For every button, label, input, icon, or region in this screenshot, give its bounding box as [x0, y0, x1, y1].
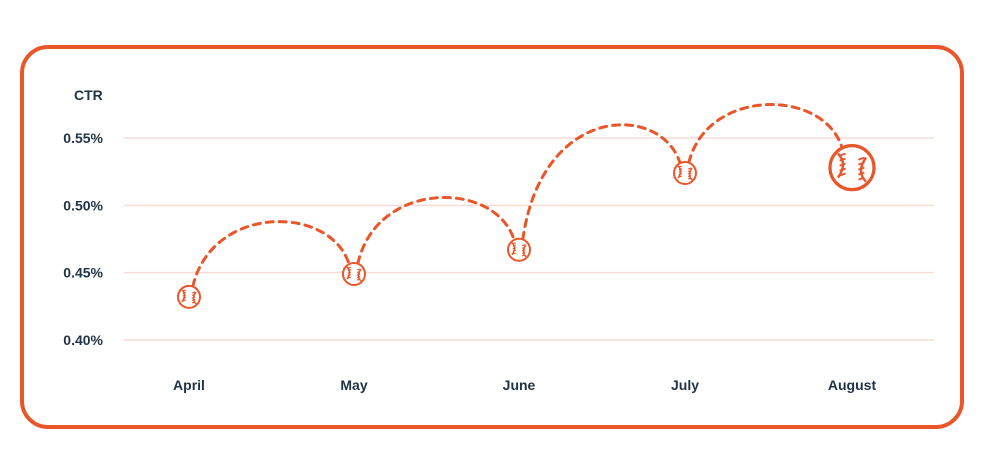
baseball-stitch	[678, 165, 682, 168]
bounce-arc	[521, 123, 682, 241]
bounce-arc	[687, 103, 844, 165]
baseball-stitch	[192, 301, 196, 304]
baseball-stitch	[678, 172, 682, 176]
baseball-icon	[673, 161, 697, 186]
baseball-stitch	[182, 296, 186, 299]
baseball-stitch	[357, 270, 361, 274]
baseball-stitch	[522, 246, 526, 249]
baseball-stitch	[858, 171, 865, 176]
baseball-icon	[342, 262, 366, 287]
baseball-stitch	[182, 289, 186, 292]
baseball-stitch	[512, 247, 516, 250]
baseball-icon	[828, 144, 876, 192]
baseball-stitch	[192, 298, 196, 301]
baseball-outline	[828, 144, 876, 192]
baseball-stitch	[839, 172, 846, 177]
baseball-stitch	[512, 252, 516, 255]
baseball-seam	[859, 156, 867, 183]
baseball-stitch	[182, 291, 186, 294]
baseball-stitch	[522, 251, 526, 254]
baseball-stitch	[678, 167, 682, 171]
baseball-stitch	[858, 156, 865, 161]
baseball-stitch	[347, 271, 351, 274]
baseball-outline	[673, 161, 697, 186]
baseball-stitch	[347, 266, 351, 269]
baseball-stitch	[688, 172, 692, 175]
baseball-outline	[507, 237, 531, 262]
gridlines	[124, 137, 934, 341]
y-tick-label: 0.40%	[63, 332, 103, 348]
baseball-stitch	[192, 291, 196, 294]
baseball-seam	[357, 268, 362, 282]
bounce-arc	[356, 195, 516, 266]
baseball-stitch	[192, 293, 196, 296]
baseball-icon	[177, 284, 201, 309]
x-tick-label: June	[503, 377, 536, 393]
baseball-stitch	[357, 268, 361, 271]
baseball-stitch	[182, 294, 186, 297]
bounce-arcs	[191, 103, 844, 288]
baseball-stitch	[347, 273, 351, 277]
y-tick-label: 0.50%	[63, 197, 103, 213]
baseball-stitch	[522, 249, 526, 252]
y-axis-ticks: 0.40% 0.45% 0.50% 0.55%	[63, 130, 103, 348]
baseball-outline	[177, 284, 201, 309]
baseball-stitch	[522, 254, 526, 257]
baseball-stitch	[347, 276, 351, 279]
baseball-seam	[192, 291, 197, 305]
x-axis-labels: April May June July August	[173, 377, 876, 393]
chart-frame	[20, 45, 964, 429]
x-tick-label: May	[340, 377, 367, 393]
baseball-stitch	[678, 170, 682, 173]
baseball-stitch	[839, 157, 846, 162]
y-axis-title: CTR	[74, 87, 103, 103]
baseball-stitch	[357, 275, 361, 279]
baseball-stitch	[357, 278, 361, 281]
baseball-stitch	[858, 166, 865, 171]
baseball-stitch	[347, 268, 351, 272]
baseball-stitch	[858, 176, 865, 181]
baseball-stitch	[688, 177, 692, 180]
baseball-stitch	[858, 161, 865, 166]
baseball-stitch	[512, 244, 516, 247]
y-tick-label: 0.55%	[63, 130, 103, 146]
baseball-icon	[507, 237, 531, 262]
baseball-stitch	[839, 152, 846, 157]
baseball-stitch	[688, 169, 692, 173]
x-tick-label: July	[671, 377, 699, 393]
baseball-stitch	[688, 174, 692, 178]
baseball-stitch	[522, 244, 526, 247]
baseball-stitch	[688, 167, 692, 170]
bounce-arc	[191, 220, 351, 288]
baseball-seam	[688, 167, 693, 181]
baseball-outline	[342, 262, 366, 287]
baseball-stitch	[357, 273, 361, 276]
data-points	[177, 144, 876, 309]
baseball-stitch	[182, 299, 186, 302]
baseball-stitch	[678, 175, 682, 178]
x-tick-label: August	[828, 377, 877, 393]
baseball-seam	[522, 244, 527, 258]
baseball-stitch	[839, 167, 846, 172]
baseball-stitch	[512, 242, 516, 245]
baseball-stitch	[839, 162, 846, 167]
baseball-stitch	[512, 249, 516, 252]
baseball-stitch	[192, 296, 196, 299]
x-tick-label: April	[173, 377, 205, 393]
y-tick-label: 0.45%	[63, 265, 103, 281]
